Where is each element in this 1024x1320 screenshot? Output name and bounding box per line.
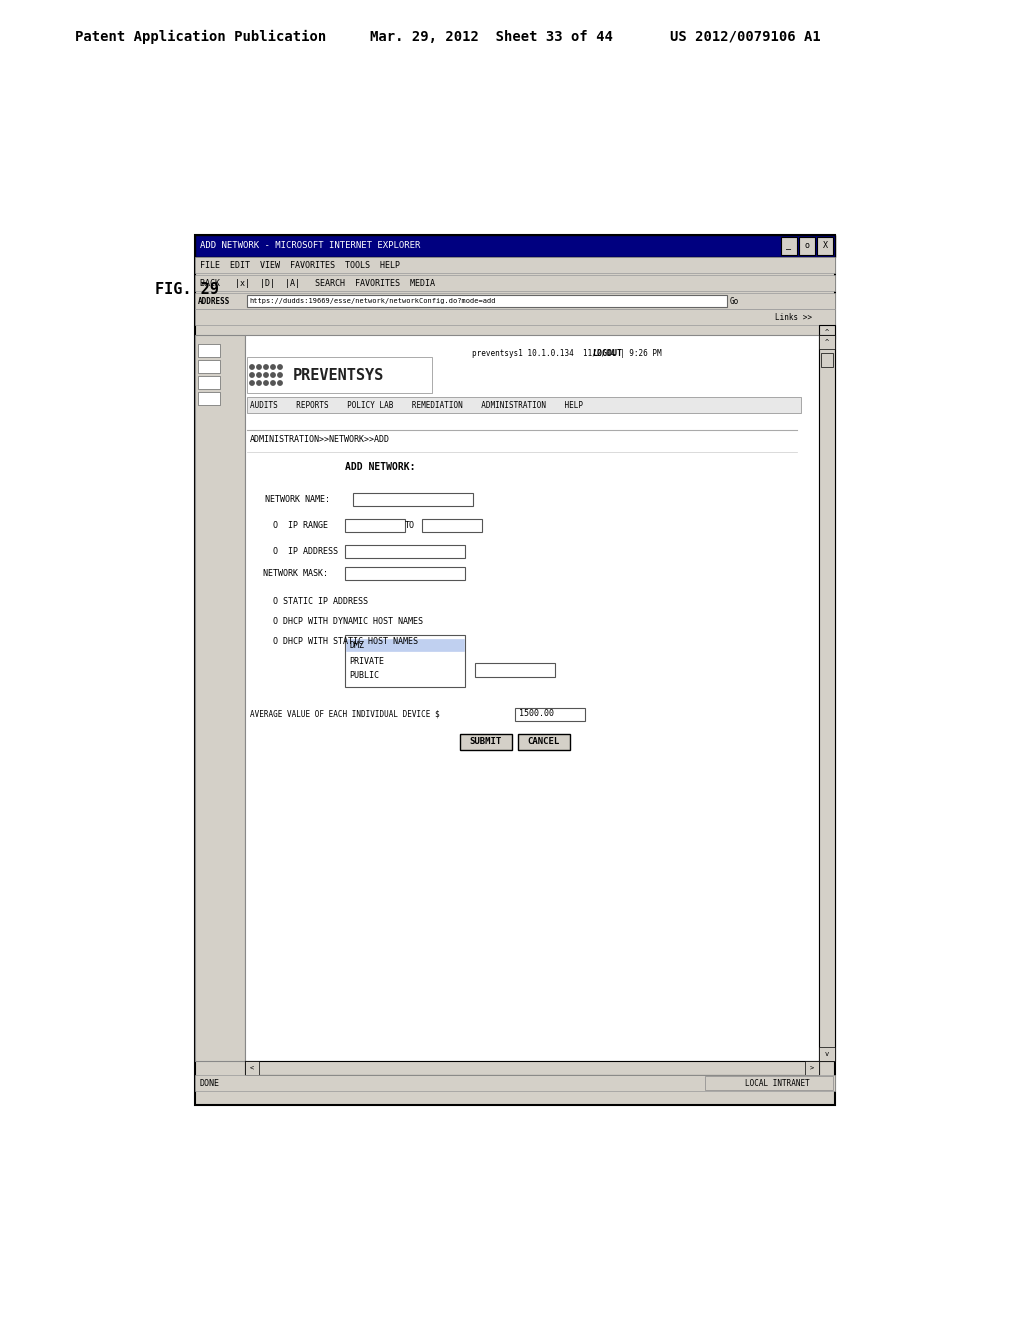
Bar (821, 352, 833, 367)
Circle shape (264, 380, 268, 385)
Circle shape (278, 364, 283, 370)
Text: LOCAL INTRANET: LOCAL INTRANET (745, 1078, 810, 1088)
Text: PRIVATE: PRIVATE (349, 656, 384, 665)
Text: Patent Application Publication: Patent Application Publication (75, 30, 327, 44)
Bar (422, 519, 482, 532)
Bar (247, 356, 432, 393)
Text: preventsys1 10.1.0.134  11/2/04 | 9:26 PM: preventsys1 10.1.0.134 11/2/04 | 9:26 PM (472, 348, 662, 358)
Text: O  IP ADDRESS: O IP ADDRESS (273, 546, 338, 556)
Text: BACK   |x|  |D|  |A|   SEARCH  FAVORITES  MEDIA: BACK |x| |D| |A| SEARCH FAVORITES MEDIA (200, 279, 435, 288)
Bar (195, 335, 245, 1061)
Circle shape (278, 380, 283, 385)
Text: CANCEL: CANCEL (528, 738, 560, 747)
Text: https://dudds:19669/esse/network/networkConfig.do?mode=add: https://dudds:19669/esse/network/network… (249, 298, 496, 304)
Circle shape (278, 372, 283, 378)
Bar (460, 734, 512, 750)
Text: ^: ^ (825, 339, 829, 345)
Bar (198, 392, 220, 405)
Bar (805, 1061, 819, 1074)
Text: O DHCP WITH STATIC HOST NAMES: O DHCP WITH STATIC HOST NAMES (273, 636, 418, 645)
Text: AUDITS    REPORTS    POLICY LAB    REMEDIATION    ADMINISTRATION    HELP: AUDITS REPORTS POLICY LAB REMEDIATION AD… (250, 400, 583, 409)
Circle shape (264, 372, 268, 378)
Bar (515, 708, 585, 721)
Bar (195, 1074, 835, 1092)
Text: NETWORK MASK:: NETWORK MASK: (263, 569, 328, 578)
Bar (245, 335, 819, 1061)
Bar (198, 376, 220, 389)
Text: ADD NETWORK:: ADD NETWORK: (345, 462, 416, 473)
Bar (781, 238, 797, 255)
Bar (195, 235, 835, 257)
Bar (195, 235, 835, 1105)
Text: o: o (805, 242, 810, 251)
Text: Links >>: Links >> (775, 313, 812, 322)
Text: <: < (250, 1065, 254, 1071)
Text: O STATIC IP ADDRESS: O STATIC IP ADDRESS (273, 597, 368, 606)
Bar (195, 309, 835, 325)
Bar (245, 1061, 259, 1074)
Circle shape (257, 364, 261, 370)
Text: O  IP RANGE: O IP RANGE (273, 520, 328, 529)
Bar (819, 335, 835, 348)
Bar (819, 325, 835, 339)
Circle shape (270, 364, 275, 370)
Bar (819, 335, 835, 1061)
Text: DMZ: DMZ (349, 640, 364, 649)
Text: 1500.00: 1500.00 (519, 710, 554, 718)
Text: O DHCP WITH DYNAMIC HOST NAMES: O DHCP WITH DYNAMIC HOST NAMES (273, 616, 423, 626)
Text: >: > (810, 1065, 814, 1071)
Text: X: X (822, 242, 827, 251)
Text: TO: TO (406, 520, 415, 529)
Bar (345, 568, 465, 579)
Text: PREVENTSYS: PREVENTSYS (293, 367, 384, 383)
Bar (345, 545, 465, 558)
Bar (245, 1061, 819, 1074)
Bar (247, 397, 801, 413)
Text: Mar. 29, 2012  Sheet 33 of 44: Mar. 29, 2012 Sheet 33 of 44 (370, 30, 613, 44)
Circle shape (250, 364, 254, 370)
Bar (198, 345, 220, 356)
Text: ADMINISTRATION>>NETWORK>>ADD: ADMINISTRATION>>NETWORK>>ADD (250, 436, 390, 445)
Text: FILE  EDIT  VIEW  FAVORITES  TOOLS  HELP: FILE EDIT VIEW FAVORITES TOOLS HELP (200, 260, 400, 269)
Circle shape (250, 380, 254, 385)
Circle shape (270, 372, 275, 378)
Bar (346, 639, 464, 651)
Text: AVERAGE VALUE OF EACH INDIVIDUAL DEVICE $: AVERAGE VALUE OF EACH INDIVIDUAL DEVICE … (250, 710, 439, 718)
Text: FIG. 29: FIG. 29 (155, 282, 219, 297)
Text: v: v (825, 1051, 829, 1057)
Text: NETWORK NAME:: NETWORK NAME: (265, 495, 330, 503)
Circle shape (264, 364, 268, 370)
Bar (195, 293, 835, 309)
Bar (247, 294, 727, 308)
Bar (518, 734, 570, 750)
Bar (475, 663, 555, 677)
Bar (195, 257, 835, 273)
Bar (799, 238, 815, 255)
Circle shape (257, 380, 261, 385)
Circle shape (250, 372, 254, 378)
Text: SUBMIT: SUBMIT (470, 738, 502, 747)
Text: ADD NETWORK - MICROSOFT INTERNET EXPLORER: ADD NETWORK - MICROSOFT INTERNET EXPLORE… (200, 242, 421, 251)
Bar (345, 635, 465, 686)
Bar (705, 1076, 833, 1090)
Bar (345, 519, 406, 532)
Text: LOGOUT: LOGOUT (592, 348, 622, 358)
Text: DONE: DONE (200, 1078, 220, 1088)
Text: Go: Go (730, 297, 739, 305)
Text: _: _ (786, 242, 792, 251)
Text: ADDRESS: ADDRESS (198, 297, 230, 305)
Text: PUBLIC: PUBLIC (349, 671, 379, 680)
Bar (817, 238, 833, 255)
Bar (819, 1047, 835, 1061)
Bar (198, 360, 220, 374)
Bar (195, 275, 835, 290)
Circle shape (257, 372, 261, 378)
Circle shape (270, 380, 275, 385)
Text: US 2012/0079106 A1: US 2012/0079106 A1 (670, 30, 821, 44)
Bar (353, 492, 473, 506)
Text: ^: ^ (825, 329, 829, 335)
